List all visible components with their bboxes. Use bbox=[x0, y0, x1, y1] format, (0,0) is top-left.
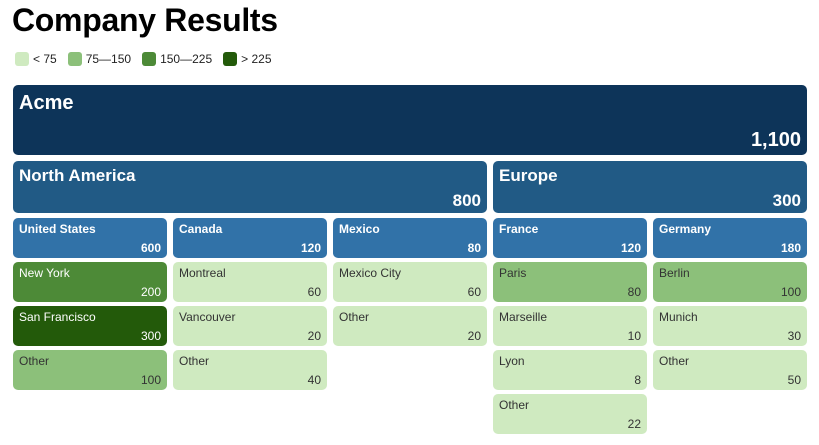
treemap-tile: Marseille 10 bbox=[493, 306, 647, 346]
legend-item: 75—150 bbox=[67, 52, 132, 66]
tile-value: 200 bbox=[140, 285, 161, 299]
treemap-tile: Lyon 8 bbox=[493, 350, 647, 390]
tile-label: North America bbox=[19, 166, 136, 185]
legend-swatch-icon bbox=[67, 52, 82, 66]
treemap-tile: Montreal 60 bbox=[173, 262, 327, 302]
tile-value: 40 bbox=[307, 373, 321, 387]
tile-value: 22 bbox=[627, 417, 641, 431]
legend-label: > 225 bbox=[241, 52, 272, 66]
treemap-tile: Mexico 80 bbox=[333, 218, 487, 258]
treemap-tile: Berlin 100 bbox=[653, 262, 807, 302]
treemap-tile: Other 20 bbox=[333, 306, 487, 346]
tile-value: 120 bbox=[300, 241, 321, 255]
treemap-tile: Paris 80 bbox=[493, 262, 647, 302]
tile-value: 180 bbox=[780, 241, 801, 255]
treemap-tile: New York 200 bbox=[13, 262, 167, 302]
treemap-tile: Other 100 bbox=[13, 350, 167, 390]
tile-value: 8 bbox=[634, 373, 641, 387]
tile-label: Other bbox=[339, 310, 370, 324]
chart-title: Company Results bbox=[12, 2, 278, 38]
tile-value: 60 bbox=[467, 285, 481, 299]
tile-label: Marseille bbox=[499, 310, 548, 324]
treemap-tile: Other 50 bbox=[653, 350, 807, 390]
tile-value: 300 bbox=[772, 191, 801, 210]
legend-swatch-icon bbox=[15, 52, 29, 66]
tile-label: Lyon bbox=[499, 354, 525, 368]
legend-item: 150—225 bbox=[142, 52, 212, 66]
tile-value: 100 bbox=[140, 373, 161, 387]
legend-label: < 75 bbox=[33, 52, 57, 66]
tile-value: 10 bbox=[627, 329, 641, 343]
legend-label: 150—225 bbox=[160, 52, 213, 66]
tile-value: 20 bbox=[307, 329, 321, 343]
tile-label: Germany bbox=[659, 222, 712, 236]
tile-label: Europe bbox=[499, 166, 558, 185]
tile-value: 1,100 bbox=[750, 129, 801, 151]
treemap-tile: Acme 1,100 bbox=[13, 85, 807, 155]
legend-label: 75—150 bbox=[85, 52, 132, 66]
tile-label: New York bbox=[19, 266, 70, 280]
treemap-tile: Mexico City 60 bbox=[333, 262, 487, 302]
tile-value: 20 bbox=[467, 329, 481, 343]
tile-value: 30 bbox=[787, 329, 801, 343]
treemap-tile: Vancouver 20 bbox=[173, 306, 327, 346]
tile-label: Other bbox=[179, 354, 210, 368]
tile-label: San Francisco bbox=[19, 310, 96, 324]
legend-swatch-icon bbox=[223, 52, 238, 66]
treemap-tile: Germany 180 bbox=[653, 218, 807, 258]
tile-value: 800 bbox=[452, 191, 481, 210]
tile-label: Canada bbox=[179, 222, 223, 236]
tile-label: Berlin bbox=[659, 266, 690, 280]
legend-swatch-icon bbox=[142, 52, 157, 66]
tile-label: Other bbox=[499, 398, 530, 412]
tile-value: 50 bbox=[787, 373, 801, 387]
treemap-tile: France 120 bbox=[493, 218, 647, 258]
tile-value: 120 bbox=[620, 241, 641, 255]
legend-item: < 75 bbox=[15, 52, 57, 66]
tile-value: 600 bbox=[140, 241, 161, 255]
tile-value: 300 bbox=[140, 329, 161, 343]
tile-value: 80 bbox=[627, 285, 641, 299]
treemap-tile: San Francisco 300 bbox=[13, 306, 167, 346]
tile-value: 100 bbox=[780, 285, 801, 299]
tile-label: United States bbox=[19, 222, 96, 236]
treemap-tile: Other 40 bbox=[173, 350, 327, 390]
tile-label: Munich bbox=[659, 310, 698, 324]
tile-label: Mexico bbox=[339, 222, 380, 236]
tile-label: Paris bbox=[499, 266, 527, 280]
treemap-tile: Europe 300 bbox=[493, 161, 807, 213]
treemap-tile: Munich 30 bbox=[653, 306, 807, 346]
legend-item: > 225 bbox=[223, 52, 272, 66]
treemap-tile: North America 800 bbox=[13, 161, 487, 213]
tile-label: Other bbox=[659, 354, 690, 368]
treemap-tile: Canada 120 bbox=[173, 218, 327, 258]
tile-label: Vancouver bbox=[179, 310, 236, 324]
legend: < 75 75—150 150—225 > 225 bbox=[15, 52, 283, 66]
tile-label: France bbox=[499, 222, 539, 236]
tile-label: Other bbox=[19, 354, 50, 368]
tile-value: 60 bbox=[307, 285, 321, 299]
treemap-tile: United States 600 bbox=[13, 218, 167, 258]
tile-value: 80 bbox=[467, 241, 481, 255]
tile-label: Acme bbox=[19, 92, 74, 114]
treemap-tile: Other 22 bbox=[493, 394, 647, 434]
tile-label: Montreal bbox=[179, 266, 226, 280]
tile-label: Mexico City bbox=[339, 266, 402, 280]
